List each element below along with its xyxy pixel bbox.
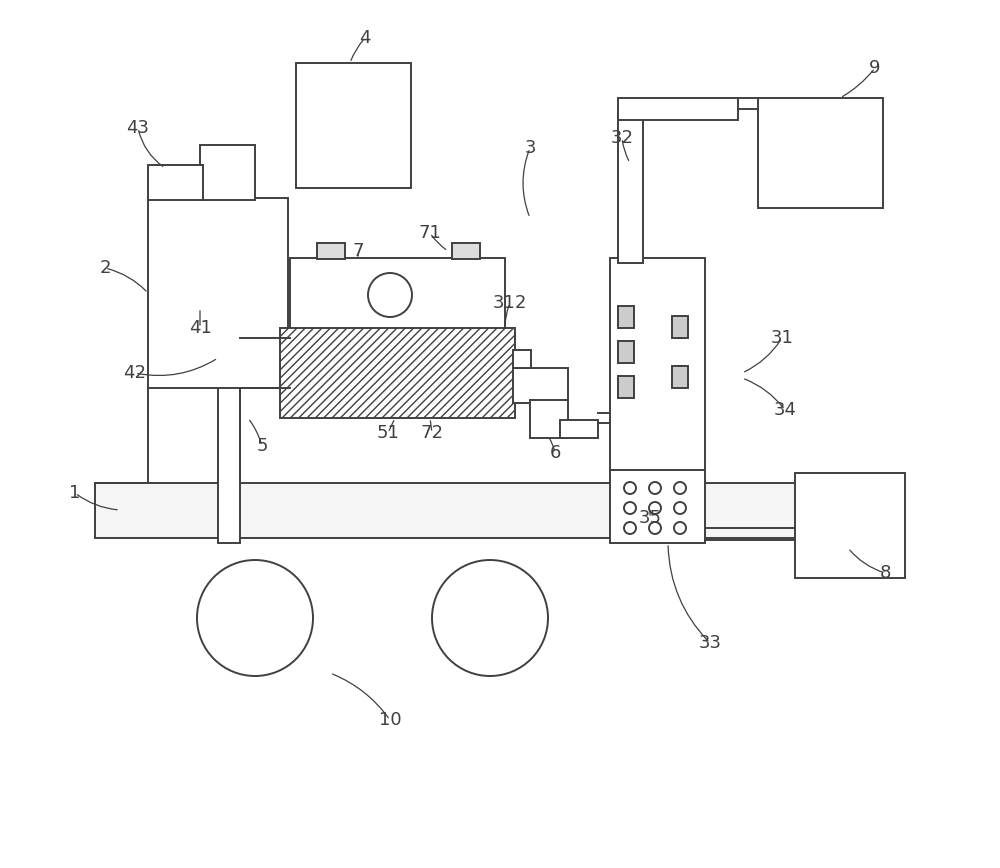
Text: 9: 9 bbox=[869, 59, 881, 77]
Circle shape bbox=[674, 502, 686, 514]
Text: 31: 31 bbox=[771, 329, 793, 347]
Bar bbox=[317, 243, 345, 259]
Text: 72: 72 bbox=[420, 424, 444, 442]
Circle shape bbox=[432, 560, 548, 676]
Text: 5: 5 bbox=[256, 437, 268, 455]
Circle shape bbox=[674, 482, 686, 494]
Text: 43: 43 bbox=[126, 119, 150, 137]
Bar bbox=[795, 473, 905, 578]
Bar bbox=[296, 63, 411, 188]
Bar bbox=[672, 366, 688, 388]
Text: 41: 41 bbox=[189, 319, 211, 337]
Text: 2: 2 bbox=[99, 259, 111, 277]
Text: 35: 35 bbox=[639, 509, 662, 527]
Bar bbox=[672, 316, 688, 338]
Text: 1: 1 bbox=[69, 484, 81, 502]
Text: 3: 3 bbox=[524, 139, 536, 157]
Text: 71: 71 bbox=[419, 224, 441, 242]
Text: 51: 51 bbox=[377, 424, 399, 442]
Text: 34: 34 bbox=[774, 401, 796, 419]
Bar bbox=[290, 258, 505, 330]
Bar bbox=[280, 328, 515, 418]
Bar bbox=[618, 98, 738, 120]
Bar bbox=[95, 483, 855, 538]
Bar bbox=[200, 145, 255, 200]
Bar bbox=[618, 341, 634, 363]
Bar bbox=[218, 338, 240, 543]
Bar bbox=[452, 243, 480, 259]
Text: 42: 42 bbox=[124, 364, 146, 382]
Text: 10: 10 bbox=[379, 711, 401, 729]
Text: 6: 6 bbox=[549, 444, 561, 462]
Bar bbox=[618, 306, 634, 328]
Bar bbox=[530, 400, 568, 438]
Bar bbox=[513, 368, 568, 403]
Bar bbox=[618, 376, 634, 398]
Circle shape bbox=[649, 502, 661, 514]
Text: 312: 312 bbox=[493, 294, 527, 312]
Circle shape bbox=[624, 522, 636, 534]
Circle shape bbox=[624, 502, 636, 514]
Text: 8: 8 bbox=[879, 564, 891, 582]
Circle shape bbox=[197, 560, 313, 676]
Bar bbox=[148, 165, 203, 200]
Bar bbox=[610, 470, 705, 543]
Circle shape bbox=[649, 482, 661, 494]
Text: 32: 32 bbox=[610, 129, 634, 147]
Circle shape bbox=[649, 522, 661, 534]
Bar bbox=[618, 108, 643, 263]
Circle shape bbox=[368, 273, 412, 317]
Text: 4: 4 bbox=[359, 29, 371, 47]
Circle shape bbox=[624, 482, 636, 494]
Circle shape bbox=[674, 522, 686, 534]
Bar bbox=[560, 420, 598, 438]
Text: 33: 33 bbox=[698, 634, 722, 652]
Text: 7: 7 bbox=[352, 242, 364, 260]
Bar bbox=[758, 98, 883, 208]
Bar bbox=[513, 350, 531, 368]
Bar bbox=[610, 258, 705, 473]
Bar bbox=[148, 198, 288, 388]
